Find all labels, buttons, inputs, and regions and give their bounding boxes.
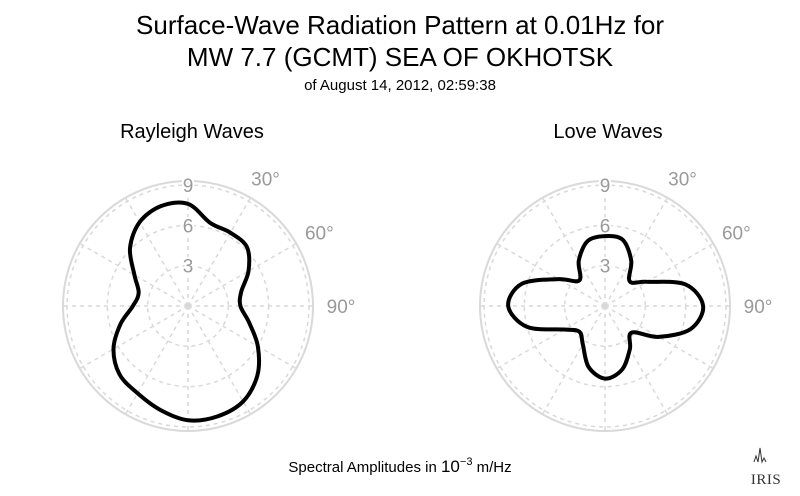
angular-grid-line xyxy=(541,197,606,307)
radial-tick-label: 9 xyxy=(600,176,611,197)
iris-logo: IRIS xyxy=(751,447,781,488)
angular-tick-label: 30° xyxy=(668,170,697,191)
angular-tick-label: 60° xyxy=(722,224,751,245)
panel-title-love: Love Waves xyxy=(553,121,662,143)
rayleigh-polar-panel: 3 6 9 30° 60° 90° Rayleigh Waves xyxy=(62,121,357,432)
love-polar-panel: 3 6 9 30° 60° 90° Love Waves xyxy=(479,121,774,432)
angular-grid-line xyxy=(79,305,189,370)
footer-prefix: Spectral Amplitudes in xyxy=(288,459,441,476)
figure-title-line-1: Surface-Wave Radiation Pattern at 0.01Hz… xyxy=(136,10,664,40)
angular-grid-line xyxy=(604,305,669,415)
angular-grid-line xyxy=(541,305,606,415)
polar-outer-circle xyxy=(479,180,731,432)
angular-grid-line xyxy=(187,305,297,370)
radial-tick-label: 9 xyxy=(183,176,194,197)
radial-tick-label: 6 xyxy=(183,216,194,237)
angular-grid-line xyxy=(187,197,252,307)
angular-tick-label: 30° xyxy=(251,170,280,191)
angular-grid-line xyxy=(187,305,252,415)
footer-base: 10 xyxy=(441,457,460,476)
radiation-pattern-curve xyxy=(506,234,706,381)
figure-subtitle: of August 14, 2012, 02:59:38 xyxy=(304,77,496,94)
angular-tick-label: 60° xyxy=(305,224,334,245)
angular-tick-label: 90° xyxy=(327,297,356,318)
angular-grid-line xyxy=(604,242,714,307)
radiation-pattern-curve xyxy=(111,200,262,423)
iris-logo-text: IRIS xyxy=(751,472,781,488)
panel-title-rayleigh: Rayleigh Waves xyxy=(120,121,264,143)
angular-grid-line xyxy=(604,305,714,370)
angular-grid-line xyxy=(124,197,189,307)
radial-tick-label: 6 xyxy=(600,216,611,237)
footer-caption: Spectral Amplitudes in 10−3 m/Hz xyxy=(288,456,511,476)
radial-tick-label: 3 xyxy=(600,257,611,278)
radial-tick-label: 3 xyxy=(183,257,194,278)
polar-outer-circle xyxy=(62,180,314,432)
figure-title-line-2: MW 7.7 (GCMT) SEA OF OKHOTSK xyxy=(187,42,614,72)
seismogram-icon xyxy=(753,447,767,464)
angular-tick-label: 90° xyxy=(744,297,773,318)
angular-grid-line xyxy=(496,242,606,307)
footer-unit: m/Hz xyxy=(472,459,511,476)
angular-grid-line xyxy=(187,242,297,307)
footer-exponent: −3 xyxy=(460,456,473,468)
angular-grid-line xyxy=(79,242,189,307)
angular-grid-line xyxy=(124,305,189,415)
angular-grid-line xyxy=(496,305,606,370)
angular-grid-line xyxy=(604,197,669,307)
